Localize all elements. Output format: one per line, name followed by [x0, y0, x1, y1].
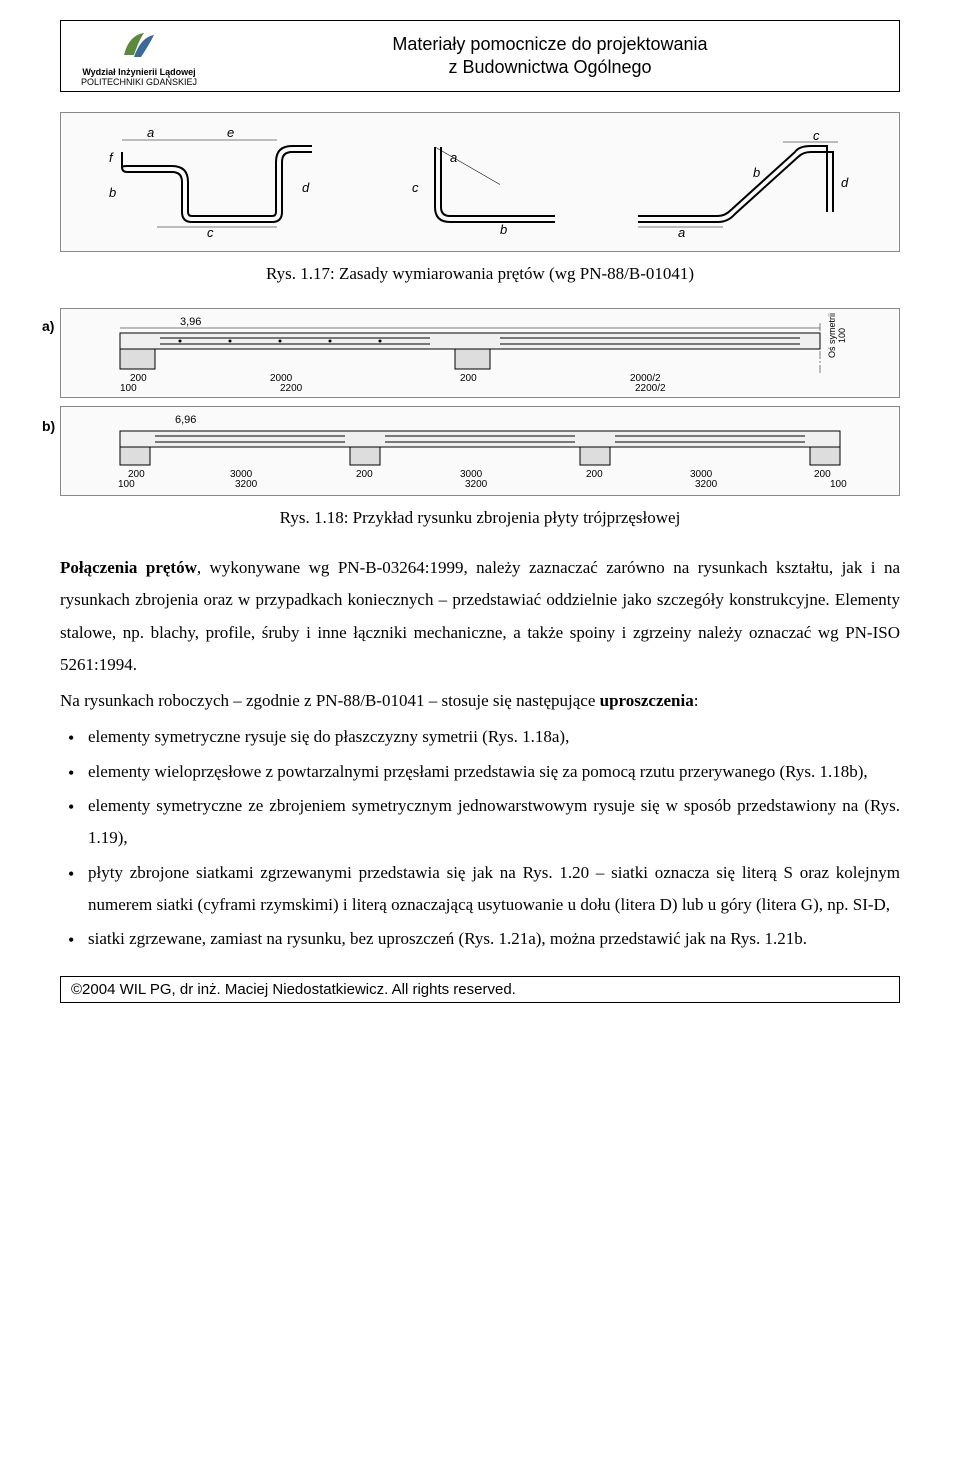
dim-b-5: 200 — [586, 469, 603, 480]
row-label-b: b) — [42, 418, 55, 434]
page-header: Wydział Inżynierii Lądowej POLITECHNIKI … — [60, 20, 900, 92]
dim-b2-4: 3200 — [695, 479, 718, 490]
profile-j-shape-icon: a c b — [390, 122, 570, 242]
list-item: elementy symetryczne rysuje się do płasz… — [88, 721, 900, 753]
dim-a-top: 3,96 — [180, 316, 201, 328]
dim-b2-1: 100 — [118, 479, 135, 490]
logo-icon — [119, 25, 159, 65]
paragraph-2: Na rysunkach roboczych – zgodnie z PN-88… — [60, 685, 900, 717]
dim-a2-1: 100 — [120, 383, 137, 393]
dim-a2-3: 2200/2 — [635, 383, 666, 393]
dim-b2-3: 3200 — [465, 479, 488, 490]
figure-1-17: a e f b d c a c b c b d a — [60, 112, 900, 252]
p1-bold: Połączenia prętów — [60, 558, 197, 577]
header-title: Materiały pomocnicze do projektowania z … — [209, 33, 891, 80]
dim-b-7: 200 — [814, 469, 831, 480]
figure-1-18a: 3,96 200 2000 200 2000/2 100 2200 2200/2… — [60, 308, 900, 398]
figure-1-17-caption: Rys. 1.17: Zasady wymiarowania prętów (w… — [60, 264, 900, 284]
p2-bold: uproszczenia — [600, 691, 694, 710]
dim-a-side: Oś symetrii — [827, 313, 837, 358]
p2-a: Na rysunkach roboczych – zgodnie z PN-88… — [60, 691, 600, 710]
dim-c3: c — [813, 128, 820, 143]
dim-b2: b — [500, 222, 507, 237]
dim-e: e — [227, 125, 234, 140]
dim-b-3: 200 — [356, 469, 373, 480]
dim-a: a — [147, 125, 154, 140]
list-item: elementy wieloprzęsłowe z powtarzalnymi … — [88, 756, 900, 788]
logo-text-2: POLITECHNIKI GDAŃSKIEJ — [81, 77, 197, 87]
dim-f: f — [109, 150, 114, 165]
dim-d: d — [302, 180, 310, 195]
copyright-text: ©2004 WIL PG, dr inż. Maciej Niedostatki… — [71, 981, 516, 998]
header-title-line2: z Budownictwa Ogólnego — [209, 56, 891, 79]
figure-1-18-caption: Rys. 1.18: Przykład rysunku zbrojenia pł… — [60, 508, 900, 528]
profile-z-shape-icon: c b d a — [623, 122, 863, 242]
dim-b2-5: 100 — [830, 479, 847, 490]
profile-u-shape-icon: a e f b d c — [97, 122, 337, 242]
slab-section-b-icon: 6,96 200 3000 200 3000 200 3000 200 100 … — [100, 411, 860, 491]
figure-1-18b: 6,96 200 3000 200 3000 200 3000 200 100 … — [60, 406, 900, 496]
row-label-a: a) — [42, 318, 54, 334]
dim-b2-2: 3200 — [235, 479, 258, 490]
dim-c2: c — [412, 180, 419, 195]
slab-section-a-icon: 3,96 200 2000 200 2000/2 100 2200 2200/2… — [100, 313, 860, 393]
p2-c: : — [694, 691, 699, 710]
dim-b: b — [109, 185, 116, 200]
list-item: siatki zgrzewane, zamiast na rysunku, be… — [88, 923, 900, 955]
header-title-line1: Materiały pomocnicze do projektowania — [209, 33, 891, 56]
dim-a-side-num: 100 — [837, 328, 847, 343]
logo-text-1: Wydział Inżynierii Lądowej — [82, 67, 195, 77]
list-item: płyty zbrojone siatkami zgrzewanymi prze… — [88, 857, 900, 922]
header-logo: Wydział Inżynierii Lądowej POLITECHNIKI … — [69, 25, 209, 87]
list-item: elementy symetryczne ze zbrojeniem symet… — [88, 790, 900, 855]
page-footer: ©2004 WIL PG, dr inż. Maciej Niedostatki… — [60, 976, 900, 1003]
dim-b-top: 6,96 — [175, 414, 196, 426]
dim-a-3: 200 — [460, 373, 477, 384]
dim-a2-2: 2200 — [280, 383, 303, 393]
figure-1-18: a) 3,96 200 2000 200 2000/2 100 2200 220… — [60, 308, 900, 496]
body-text: Połączenia prętów, wykonywane wg PN-B-03… — [60, 552, 900, 956]
dim-b3: b — [753, 165, 760, 180]
bullet-list: elementy symetryczne rysuje się do płasz… — [60, 721, 900, 955]
dim-d3: d — [841, 175, 849, 190]
paragraph-1: Połączenia prętów, wykonywane wg PN-B-03… — [60, 552, 900, 681]
